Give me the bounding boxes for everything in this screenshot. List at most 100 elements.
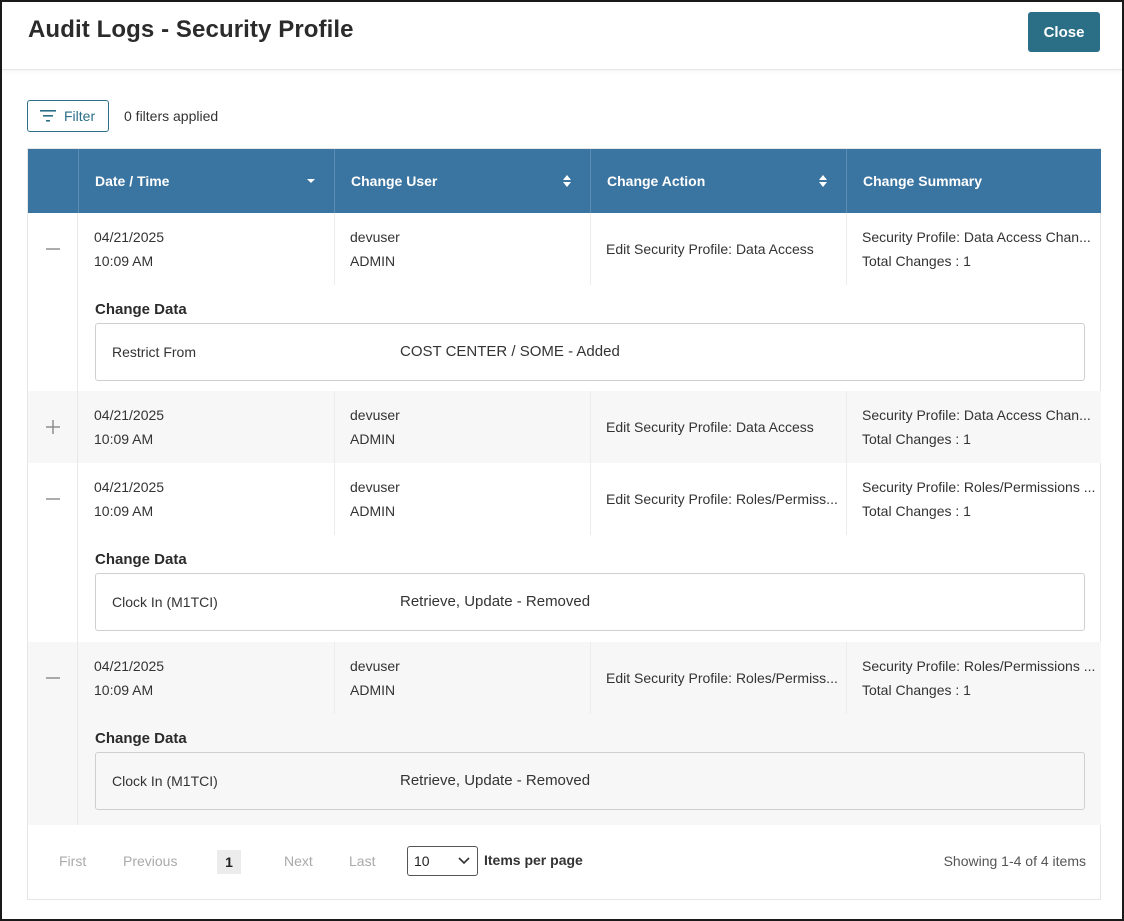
close-button[interactable]: Close <box>1028 12 1100 52</box>
change-user-cell: devuser ADMIN <box>334 463 590 535</box>
time-text: 10:09 AM <box>94 503 154 519</box>
total-changes-text: Total Changes : 1 <box>862 253 971 269</box>
dialog-title: Audit Logs - Security Profile <box>28 16 354 43</box>
date-time-cell: 04/21/2025 10:09 AM <box>78 213 334 285</box>
filter-icon <box>40 110 56 122</box>
change-data-value: COST CENTER / SOME - Added <box>400 343 620 360</box>
first-page-button[interactable]: First <box>59 853 87 869</box>
minus-icon <box>45 677 60 679</box>
minus-icon <box>45 248 60 250</box>
role-text: ADMIN <box>350 253 396 269</box>
summary-text: Security Profile: Roles/Permissions ... <box>862 658 1096 674</box>
page-size-select[interactable]: 10 <box>407 846 478 876</box>
change-data-title: Change Data <box>95 551 187 568</box>
action-text: Edit Security Profile: Roles/Permiss... <box>606 670 838 686</box>
change-user-cell: devuser ADMIN <box>334 213 590 285</box>
date-text: 04/21/2025 <box>94 479 165 495</box>
change-action-cell: Edit Security Profile: Data Access <box>590 213 846 285</box>
role-text: ADMIN <box>350 431 396 447</box>
action-text: Edit Security Profile: Data Access <box>606 419 814 435</box>
change-data-value: Retrieve, Update - Removed <box>400 772 591 789</box>
change-data-box: Clock In (M1TCI) Retrieve, Update - Remo… <box>95 573 1085 631</box>
table-row: 04/21/2025 10:09 AM devuser ADMIN Edit S… <box>28 213 1101 391</box>
chevron-down-icon <box>307 179 315 183</box>
change-action-cell: Edit Security Profile: Roles/Permiss... <box>590 463 846 535</box>
filter-button[interactable]: Filter <box>27 100 109 132</box>
expand-row-toggle[interactable] <box>28 391 78 463</box>
change-user-cell: devuser ADMIN <box>334 391 590 463</box>
collapse-row-toggle[interactable] <box>28 642 78 825</box>
date-text: 04/21/2025 <box>94 407 165 423</box>
date-text: 04/21/2025 <box>94 229 165 245</box>
table-row: 04/21/2025 10:09 AM devuser ADMIN Edit S… <box>28 391 1101 463</box>
items-per-page-label: Items per page <box>484 852 583 868</box>
total-changes-text: Total Changes : 1 <box>862 503 971 519</box>
change-user-cell: devuser ADMIN <box>334 642 590 714</box>
time-text: 10:09 AM <box>94 253 154 269</box>
total-changes-text: Total Changes : 1 <box>862 431 971 447</box>
change-data-key: Restrict From <box>112 344 196 360</box>
time-text: 10:09 AM <box>94 682 154 698</box>
change-action-cell: Edit Security Profile: Data Access <box>590 391 846 463</box>
user-text: devuser <box>350 407 400 423</box>
change-data-value: Retrieve, Update - Removed <box>400 593 591 610</box>
change-data-key: Clock In (M1TCI) <box>112 773 218 789</box>
table-row: 04/21/2025 10:09 AM devuser ADMIN Edit S… <box>28 463 1101 642</box>
sort-icon <box>819 175 827 187</box>
table-row: 04/21/2025 10:09 AM devuser ADMIN Edit S… <box>28 642 1101 825</box>
sort-icon <box>563 175 571 187</box>
total-changes-text: Total Changes : 1 <box>862 682 971 698</box>
column-header-change-user[interactable]: Change User <box>334 149 590 213</box>
change-data-box: Restrict From COST CENTER / SOME - Added <box>95 323 1085 381</box>
action-text: Edit Security Profile: Roles/Permiss... <box>606 491 838 507</box>
date-time-cell: 04/21/2025 10:09 AM <box>78 391 334 463</box>
page-size-value: 10 <box>414 853 430 869</box>
role-text: ADMIN <box>350 503 396 519</box>
change-data-box: Clock In (M1TCI) Retrieve, Update - Remo… <box>95 752 1085 810</box>
action-text: Edit Security Profile: Data Access <box>606 241 814 257</box>
showing-items-text: Showing 1-4 of 4 items <box>943 853 1086 869</box>
role-text: ADMIN <box>350 682 396 698</box>
filter-button-label: Filter <box>64 108 96 124</box>
change-summary-cell: Security Profile: Data Access Chan... To… <box>846 391 1101 463</box>
user-text: devuser <box>350 479 400 495</box>
date-time-cell: 04/21/2025 10:09 AM <box>78 642 334 714</box>
minus-icon <box>45 498 60 500</box>
summary-text: Security Profile: Data Access Chan... <box>862 229 1091 245</box>
column-header-change-summary: Change Summary <box>846 149 1101 213</box>
date-time-cell: 04/21/2025 10:09 AM <box>78 463 334 535</box>
filters-applied-count: 0 filters applied <box>124 108 219 124</box>
column-label: Change Summary <box>863 173 983 189</box>
previous-page-button[interactable]: Previous <box>123 853 178 869</box>
next-page-button[interactable]: Next <box>284 853 313 869</box>
date-text: 04/21/2025 <box>94 658 165 674</box>
collapse-row-toggle[interactable] <box>28 213 78 391</box>
current-page-button[interactable]: 1 <box>217 850 241 874</box>
grid-header: Date / Time Change User Change Action Ch… <box>28 149 1101 213</box>
change-action-cell: Edit Security Profile: Roles/Permiss... <box>590 642 846 714</box>
last-page-button[interactable]: Last <box>349 853 376 869</box>
summary-text: Security Profile: Roles/Permissions ... <box>862 479 1096 495</box>
column-label: Change User <box>351 173 438 189</box>
change-data-title: Change Data <box>95 301 187 318</box>
column-header-change-action[interactable]: Change Action <box>590 149 846 213</box>
change-data-key: Clock In (M1TCI) <box>112 594 218 610</box>
plus-icon <box>45 420 60 434</box>
change-data-title: Change Data <box>95 730 187 747</box>
summary-text: Security Profile: Data Access Chan... <box>862 407 1091 423</box>
column-label: Date / Time <box>95 173 170 189</box>
chevron-down-icon <box>458 857 470 865</box>
change-summary-cell: Security Profile: Data Access Chan... To… <box>846 213 1101 285</box>
audit-log-grid: Date / Time Change User Change Action Ch… <box>27 148 1101 900</box>
column-header-date-time[interactable]: Date / Time <box>78 149 334 213</box>
pagination: First Previous 1 Next Last 10 Items per … <box>28 825 1101 901</box>
user-text: devuser <box>350 229 400 245</box>
time-text: 10:09 AM <box>94 431 154 447</box>
dialog-header: Audit Logs - Security Profile Close <box>2 2 1122 70</box>
change-summary-cell: Security Profile: Roles/Permissions ... … <box>846 463 1101 535</box>
collapse-row-toggle[interactable] <box>28 463 78 642</box>
user-text: devuser <box>350 658 400 674</box>
change-summary-cell: Security Profile: Roles/Permissions ... … <box>846 642 1101 714</box>
column-label: Change Action <box>607 173 706 189</box>
